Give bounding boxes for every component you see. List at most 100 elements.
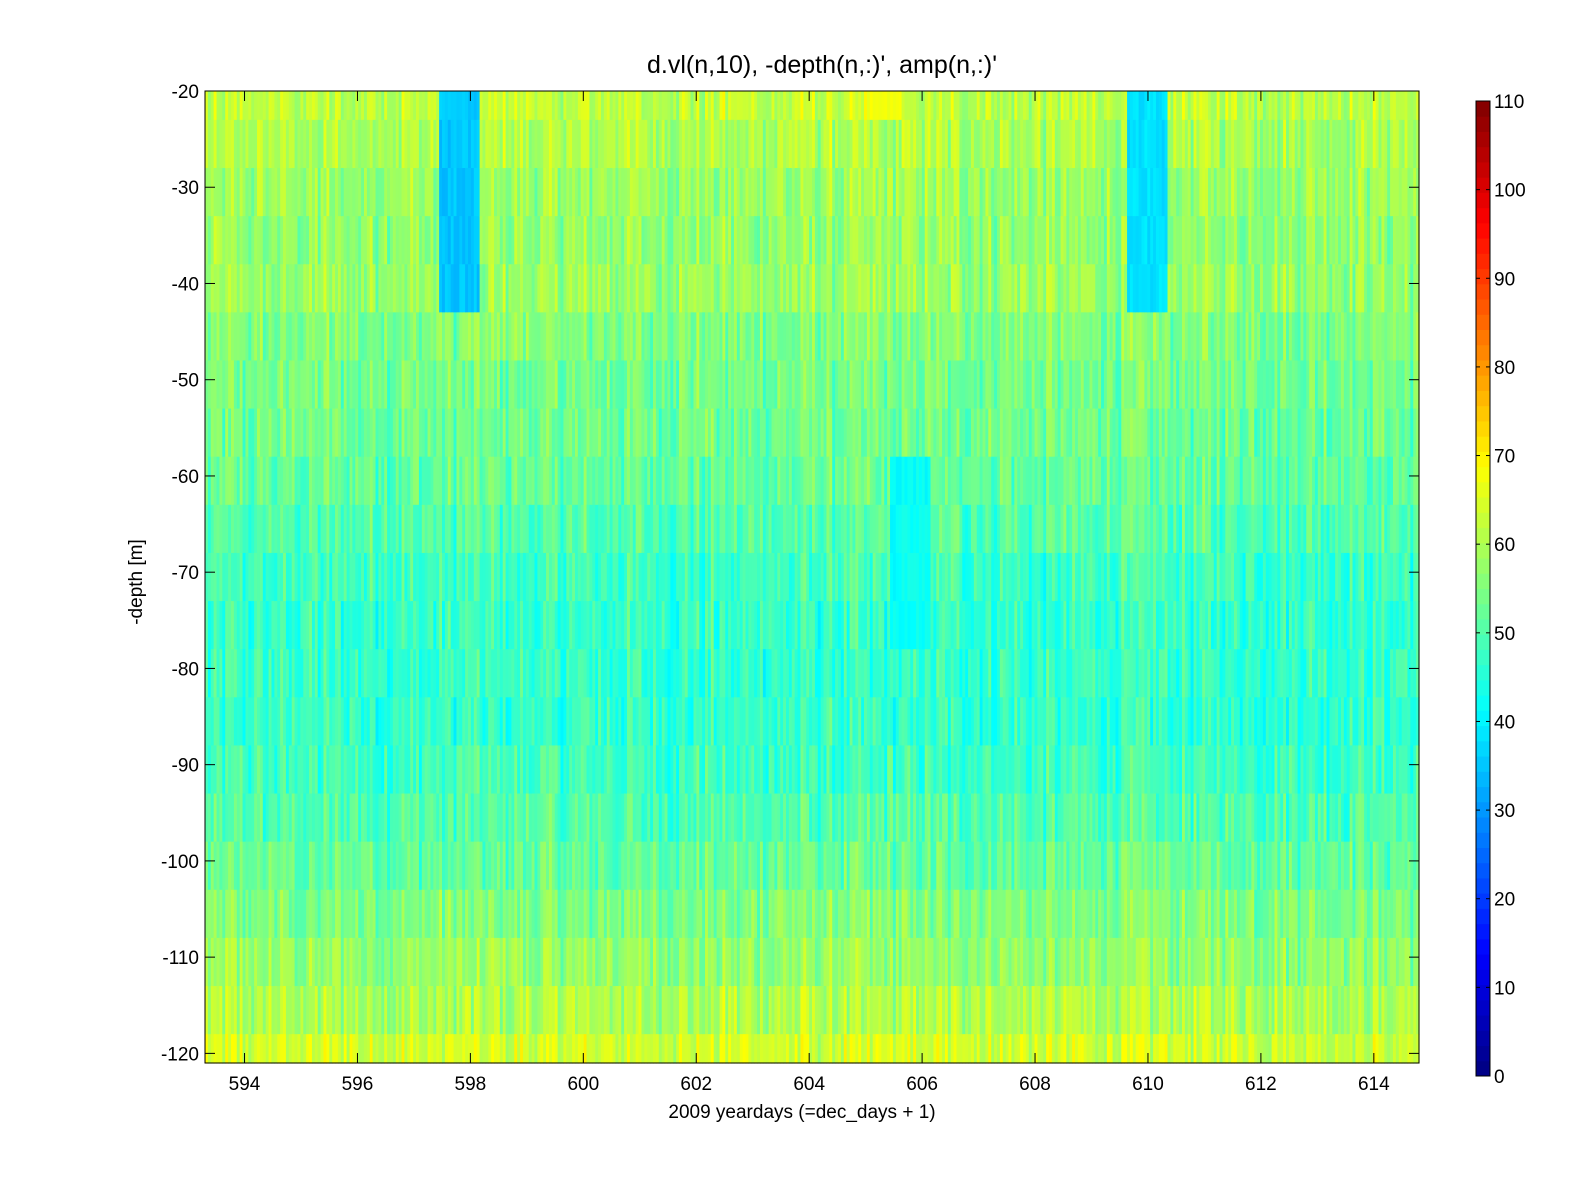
heatmap-cell: [546, 456, 550, 506]
heatmap-cell: [407, 360, 411, 410]
heatmap-cell: [803, 504, 807, 554]
heatmap-cell: [618, 456, 622, 506]
heatmap-cell: [251, 937, 255, 987]
heatmap-cell: [809, 889, 813, 939]
heatmap-cell: [849, 504, 854, 554]
heatmap-cell: [329, 360, 333, 410]
heatmap-cell: [742, 167, 747, 217]
heatmap-cell: [725, 841, 729, 891]
heatmap-cell: [866, 889, 871, 939]
heatmap-cell: [794, 745, 799, 795]
heatmap-cell: [424, 937, 429, 987]
heatmap-cell: [306, 119, 310, 169]
heatmap-cell: [361, 119, 365, 169]
heatmap-cell: [618, 312, 622, 362]
heatmap-cell: [840, 264, 845, 313]
heatmap-cell: [459, 408, 463, 458]
heatmap-cell: [416, 649, 420, 698]
heatmap-cell: [653, 504, 657, 554]
heatmap-cell: [311, 937, 316, 987]
heatmap-cell: [436, 312, 440, 362]
heatmap-cell: [465, 264, 469, 313]
heatmap-cell: [696, 986, 700, 1035]
heatmap-cell: [444, 408, 449, 458]
heatmap-cell: [277, 745, 281, 795]
heatmap-cell: [439, 889, 443, 939]
heatmap-cell: [213, 504, 218, 554]
heatmap-cell: [679, 91, 683, 121]
heatmap-cell: [826, 889, 830, 939]
heatmap-cell: [352, 504, 356, 554]
heatmap-cell: [618, 504, 622, 554]
heatmap-cell: [835, 889, 839, 939]
heatmap-cell: [401, 408, 406, 458]
heatmap-cell: [262, 91, 267, 121]
heatmap-cell: [522, 360, 527, 410]
heatmap-cell: [294, 986, 299, 1035]
heatmap-cell: [618, 264, 622, 313]
heatmap-cell: [496, 552, 501, 602]
heatmap-cell: [664, 216, 669, 265]
heatmap-cell: [335, 745, 339, 795]
heatmap-cell: [583, 552, 588, 602]
heatmap-cell: [563, 504, 567, 554]
heatmap-cell: [546, 986, 550, 1035]
heatmap-cell: [624, 91, 628, 121]
heatmap-cell: [355, 601, 359, 650]
heatmap-cell: [395, 841, 400, 891]
heatmap-cell: [595, 119, 599, 169]
heatmap-cell: [453, 504, 458, 554]
heatmap-cell: [413, 360, 417, 410]
heatmap-cell: [222, 601, 226, 650]
heatmap-cell: [554, 119, 559, 169]
heatmap-cell: [496, 119, 501, 169]
heatmap-cell: [592, 408, 596, 458]
heatmap-cell: [369, 986, 374, 1035]
heatmap-cell: [846, 264, 851, 313]
heatmap-cell: [398, 264, 403, 313]
heatmap-cell: [525, 456, 530, 506]
heatmap-cell: [482, 649, 486, 698]
heatmap-cell: [566, 552, 570, 602]
heatmap-cell: [670, 264, 674, 313]
heatmap-cell: [207, 841, 212, 891]
heatmap-cell: [546, 601, 550, 650]
heatmap-cell: [358, 745, 362, 795]
heatmap-cell: [395, 312, 400, 362]
heatmap-cell: [239, 937, 244, 987]
heatmap-cell: [780, 360, 784, 410]
heatmap-cell: [820, 937, 825, 987]
heatmap-cell: [462, 91, 466, 121]
heatmap-cell: [231, 216, 235, 265]
heatmap-cell: [239, 167, 244, 217]
heatmap-cell: [416, 697, 420, 747]
heatmap-cell: [838, 408, 842, 458]
heatmap-cell: [835, 91, 839, 121]
heatmap-cell: [875, 697, 880, 747]
heatmap-cell: [569, 552, 573, 602]
heatmap-cell: [569, 360, 573, 410]
heatmap-cell: [635, 360, 640, 410]
heatmap-cell: [826, 312, 830, 362]
heatmap-cell: [407, 937, 411, 987]
heatmap-cell: [479, 216, 484, 265]
heatmap-cell: [621, 841, 625, 891]
heatmap-cell: [589, 408, 593, 458]
heatmap-cell: [254, 167, 258, 217]
heatmap-cell: [395, 91, 400, 121]
heatmap-cell: [473, 793, 478, 843]
heatmap-cell: [866, 697, 871, 747]
heatmap-cell: [288, 119, 293, 169]
heatmap-cell: [476, 841, 481, 891]
heatmap-cell: [424, 649, 429, 698]
heatmap-cell: [661, 1034, 666, 1064]
heatmap-cell: [566, 408, 570, 458]
heatmap-cell: [681, 649, 686, 698]
heatmap-cell: [395, 1034, 400, 1064]
heatmap-cell: [809, 91, 813, 121]
heatmap-cell: [774, 841, 778, 891]
heatmap-cell: [363, 91, 368, 121]
heatmap-cell: [754, 167, 758, 217]
heatmap-cell: [751, 360, 755, 410]
heatmap-cell: [283, 986, 287, 1035]
